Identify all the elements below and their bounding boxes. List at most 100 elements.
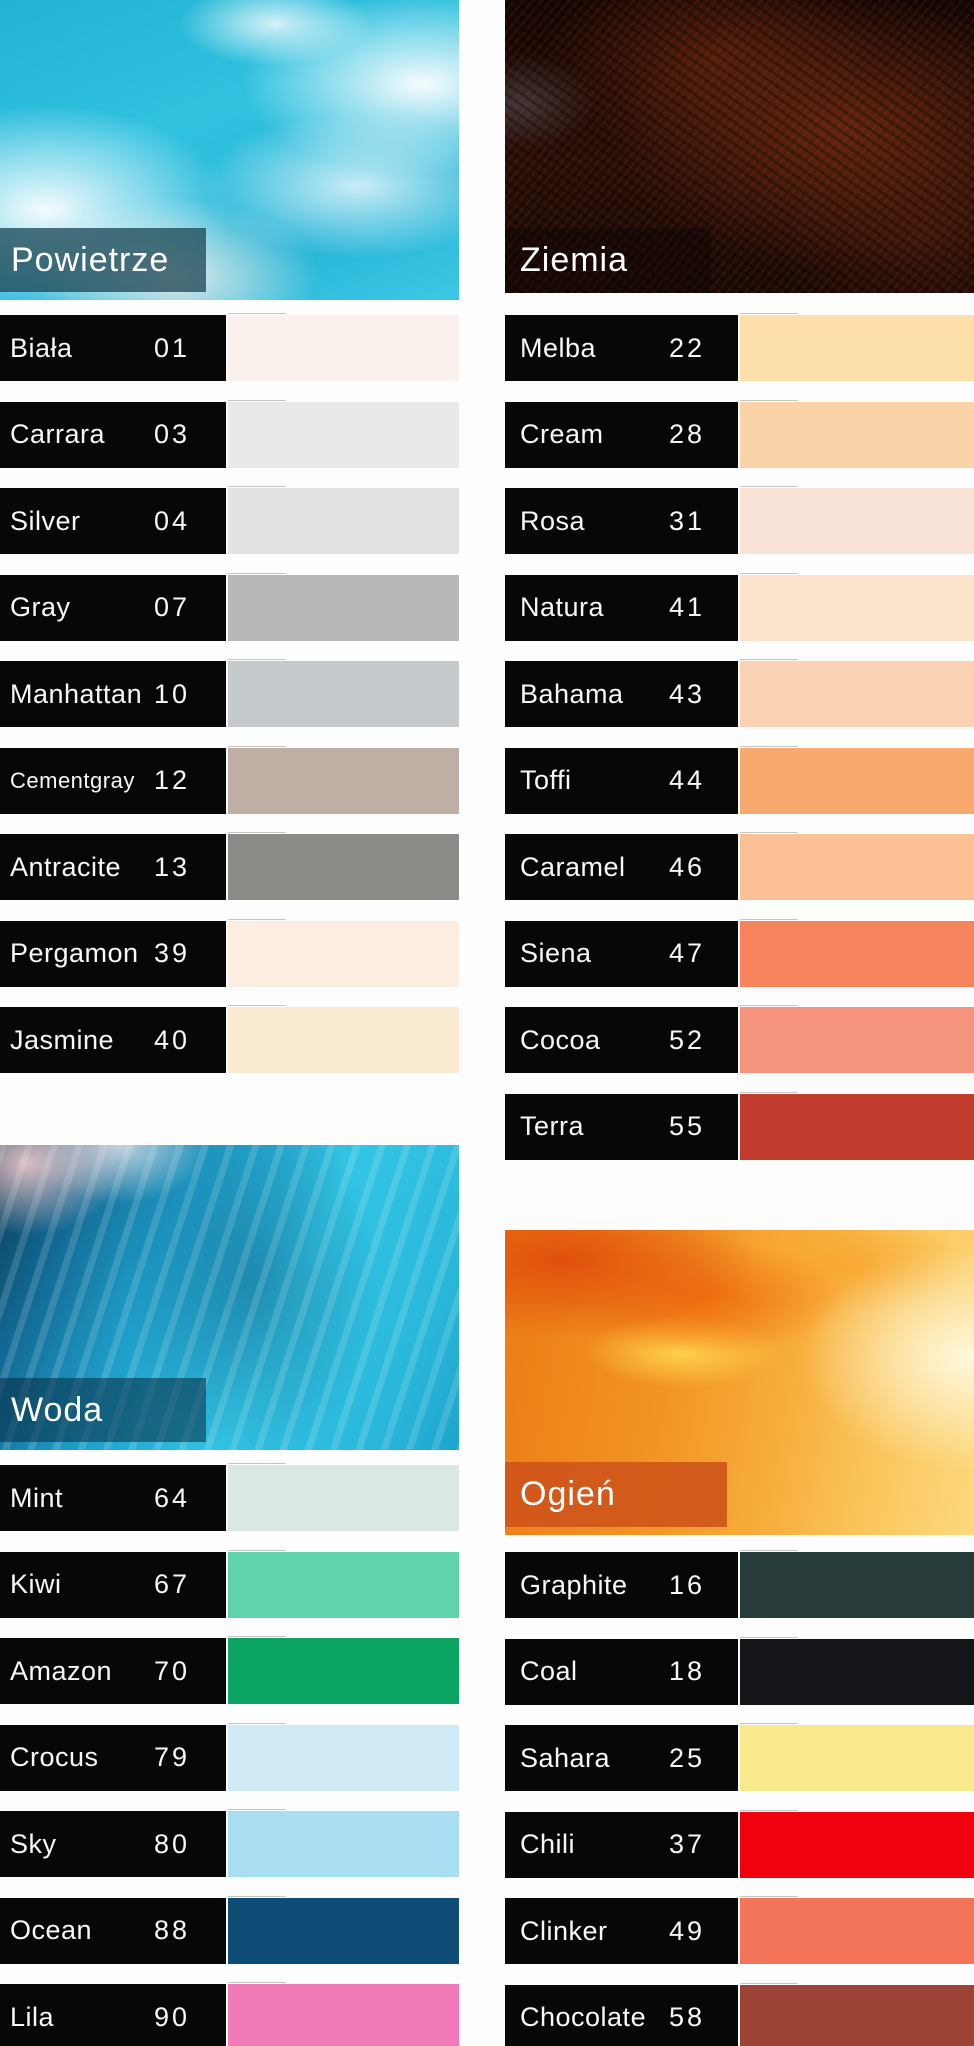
color-code: 16 bbox=[668, 1569, 705, 1600]
color-code: 55 bbox=[668, 1111, 705, 1141]
color-name-bar: Cream 28 bbox=[505, 401, 738, 468]
palette-row: Rosa 31 bbox=[505, 486, 974, 554]
color-name: Chocolate bbox=[520, 2002, 647, 2032]
color-name: Sky bbox=[10, 1828, 57, 1859]
palette-row: Crocus 79 bbox=[0, 1722, 459, 1791]
palette-row: Sahara 25 bbox=[505, 1723, 974, 1791]
color-code: 10 bbox=[153, 678, 190, 709]
color-swatch bbox=[740, 1723, 974, 1791]
color-swatch bbox=[740, 399, 974, 468]
color-swatch bbox=[740, 745, 974, 814]
palette-row: Pergamon 39 bbox=[0, 918, 459, 987]
color-name: Ocean bbox=[10, 1915, 93, 1945]
color-swatch bbox=[228, 1982, 459, 2046]
color-code: 58 bbox=[668, 2002, 705, 2032]
ogien-label-box: Ogień bbox=[505, 1462, 727, 1527]
color-swatch bbox=[228, 1463, 459, 1531]
palette-row: Ocean 88 bbox=[0, 1895, 459, 1964]
color-name: Rosa bbox=[520, 505, 586, 536]
color-name: Bahama bbox=[520, 678, 624, 709]
color-swatch bbox=[740, 313, 974, 381]
color-name: Coal bbox=[520, 1656, 578, 1686]
color-code: 39 bbox=[153, 938, 190, 968]
color-code: 67 bbox=[153, 1569, 190, 1599]
color-name-bar: Antracite 13 bbox=[0, 834, 226, 900]
color-name-bar: Graphite 16 bbox=[505, 1552, 738, 1618]
color-name-bar: Bahama 43 bbox=[505, 661, 738, 727]
color-code: 37 bbox=[668, 1829, 705, 1859]
color-name-bar: Manhattan 10 bbox=[0, 661, 226, 727]
color-swatch bbox=[740, 659, 974, 727]
color-swatch bbox=[228, 1549, 459, 1618]
color-name-bar: Gray 07 bbox=[0, 574, 226, 641]
palette-row: Coal 18 bbox=[505, 1636, 974, 1705]
palette-row: Antracite 13 bbox=[0, 832, 459, 900]
color-name: Kiwi bbox=[10, 1569, 62, 1599]
section-title: Ogień bbox=[520, 1475, 616, 1513]
color-name: Biała bbox=[10, 332, 73, 363]
color-name: Manhattan bbox=[10, 678, 143, 709]
color-code: 41 bbox=[668, 592, 705, 622]
color-name: Crocus bbox=[10, 1742, 99, 1772]
palette-row: Jasmine 40 bbox=[0, 1005, 459, 1073]
color-name: Carrara bbox=[10, 419, 106, 449]
color-name-bar: Rosa 31 bbox=[505, 488, 738, 554]
palette-row: Manhattan 10 bbox=[0, 659, 459, 727]
section-title: Powietrze bbox=[11, 240, 170, 279]
color-name-bar: Lila 90 bbox=[0, 1984, 226, 2046]
palette-row: Gray 07 bbox=[0, 572, 459, 641]
color-name-bar: Clinker 49 bbox=[505, 1898, 738, 1964]
color-name: Pergamon bbox=[10, 938, 139, 968]
color-name-bar: Biała 01 bbox=[0, 315, 226, 381]
color-code: 90 bbox=[153, 2001, 190, 2032]
palette-row: Biała 01 bbox=[0, 313, 459, 381]
palette-row: Siena 47 bbox=[505, 918, 974, 987]
color-swatch bbox=[228, 832, 459, 900]
palette-row: Graphite 16 bbox=[505, 1550, 974, 1618]
color-swatch bbox=[228, 1809, 459, 1877]
color-swatch bbox=[228, 745, 459, 814]
palette-row: Terra 55 bbox=[505, 1091, 974, 1160]
color-swatch bbox=[228, 1722, 459, 1791]
color-name-bar: Cocoa 52 bbox=[505, 1007, 738, 1073]
color-code: 01 bbox=[153, 332, 190, 363]
color-swatch bbox=[740, 832, 974, 900]
color-swatch bbox=[740, 1091, 974, 1160]
color-name: Caramel bbox=[520, 851, 626, 882]
color-code: 47 bbox=[668, 938, 705, 968]
color-swatch bbox=[228, 659, 459, 727]
palette-row: Lila 90 bbox=[0, 1982, 459, 2046]
color-name-bar: Melba 22 bbox=[505, 315, 738, 381]
section-ziemia: Ziemia Melba 22 Cream 28 Rosa 31 Natura 41 Baham… bbox=[505, 0, 974, 1160]
color-name-bar: Terra 55 bbox=[505, 1093, 738, 1160]
ziemia-swatch-list: Melba 22 Cream 28 Rosa 31 Natura 41 Bahama 43 Toff… bbox=[505, 313, 974, 1160]
color-name: Chili bbox=[520, 1829, 576, 1859]
color-name: Terra bbox=[520, 1111, 585, 1141]
color-code: 43 bbox=[668, 678, 705, 709]
color-code: 07 bbox=[153, 592, 190, 622]
color-name-bar: Chocolate 58 bbox=[505, 1984, 738, 2046]
palette-row: Amazon 70 bbox=[0, 1636, 459, 1704]
color-name-bar: Crocus 79 bbox=[0, 1724, 226, 1791]
color-name-bar: Caramel 46 bbox=[505, 834, 738, 900]
color-name-bar: Pergamon 39 bbox=[0, 920, 226, 987]
color-code: 03 bbox=[153, 419, 190, 449]
color-name: Jasmine bbox=[10, 1024, 115, 1055]
palette-row: Silver 04 bbox=[0, 486, 459, 554]
sky-clouds-photo: Powietrze bbox=[0, 0, 459, 300]
color-name: Melba bbox=[520, 332, 597, 363]
color-code: 44 bbox=[668, 765, 705, 795]
color-name: Silver bbox=[10, 505, 81, 536]
color-name: Cream bbox=[520, 419, 604, 449]
color-code: 46 bbox=[668, 851, 705, 882]
color-swatch bbox=[228, 918, 459, 987]
color-name-bar: Carrara 03 bbox=[0, 401, 226, 468]
color-swatch bbox=[228, 313, 459, 381]
section-title: Ziemia bbox=[520, 240, 629, 279]
color-name-bar: Jasmine 40 bbox=[0, 1007, 226, 1073]
palette-row: Clinker 49 bbox=[505, 1896, 974, 1964]
color-name-bar: Mint 64 bbox=[0, 1465, 226, 1531]
color-name: Cocoa bbox=[520, 1024, 601, 1055]
palette-row: Chocolate 58 bbox=[505, 1982, 974, 2046]
